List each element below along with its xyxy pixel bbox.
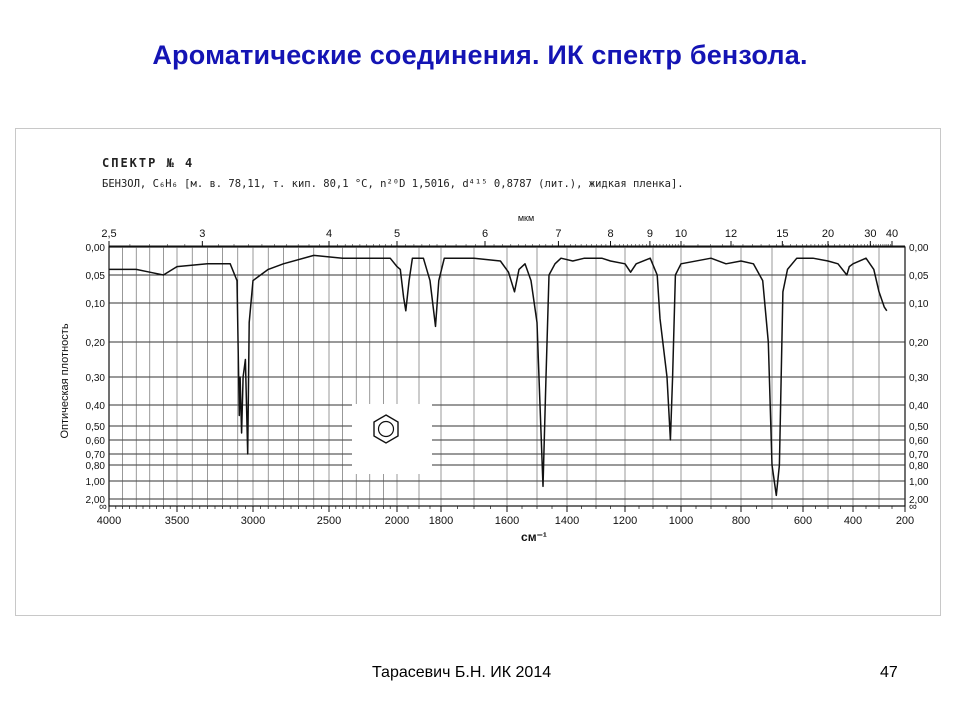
spectrum-figure: СПЕКТР № 4 БЕНЗОЛ, C₆H₆ [м. в. 78,11, т.… <box>15 128 941 616</box>
x-tick-label: 1600 <box>495 515 519 527</box>
y-tick-label-right: 0,60 <box>909 436 929 447</box>
x-tick-label: 3000 <box>241 515 265 527</box>
y-tick-label-left: 0,30 <box>86 373 106 384</box>
top-tick-label: 6 <box>482 228 488 240</box>
x-tick-label: 1000 <box>669 515 693 527</box>
top-tick-label: 9 <box>647 228 653 240</box>
series-layer <box>109 254 888 497</box>
y-tick-label-right: 0,20 <box>909 338 929 349</box>
y-tick-label-left: 2,00 <box>86 495 106 506</box>
x-tick-label: 800 <box>732 515 750 527</box>
top-tick-label: 4 <box>326 228 332 240</box>
top-tick-label: 40 <box>886 228 898 240</box>
y-tick-label-right: 0,30 <box>909 373 929 384</box>
top-tick-label: 10 <box>675 228 687 240</box>
y-tick-label-left: 0,00 <box>86 243 106 254</box>
grid-layer <box>108 246 906 507</box>
y-tick-label-right: 0,50 <box>909 422 929 433</box>
y-tick-label-left: 0,40 <box>86 401 106 412</box>
y-tick-label-right: 0,05 <box>909 271 929 282</box>
y-tick-label-left: 1,00 <box>86 477 106 488</box>
compound-description: БЕНЗОЛ, C₆H₆ [м. в. 78,11, т. кип. 80,1 … <box>102 178 684 190</box>
spectrum-line <box>109 254 888 497</box>
top-tick-label: 5 <box>394 228 400 240</box>
y-tick-label-right: 0,70 <box>909 450 929 461</box>
x-tick-label: 1800 <box>429 515 453 527</box>
top-tick-label: 20 <box>822 228 834 240</box>
x-tick-label: 2000 <box>385 515 409 527</box>
y-tick-label-right: 0,80 <box>909 461 929 472</box>
top-tick-label: 3 <box>199 228 205 240</box>
x-tick-label: 1400 <box>555 515 579 527</box>
y-tick-label-left: 0,05 <box>86 271 106 282</box>
bottom-axis-unit: см⁻¹ <box>521 530 547 544</box>
footer-author: Тарасевич Б.Н. ИК 2014 <box>372 664 552 681</box>
y-tick-label-left: 0,80 <box>86 461 106 472</box>
x-tick-label: 4000 <box>97 515 121 527</box>
y-tick-label-right: 1,00 <box>909 477 929 488</box>
top-axis-unit: мкм <box>518 213 534 223</box>
y-tick-label-right: 0,00 <box>909 243 929 254</box>
y-tick-label-left: 0,20 <box>86 338 106 349</box>
spectrum-header: СПЕКТР № 4 <box>102 156 194 170</box>
x-tick-label: 400 <box>844 515 862 527</box>
page-number: 47 <box>880 664 898 681</box>
y-tick-label-left: 0,60 <box>86 436 106 447</box>
y-axis-label: Оптическая плотность <box>59 323 71 438</box>
top-tick-label: 12 <box>725 228 737 240</box>
x-tick-label: 3500 <box>165 515 189 527</box>
top-tick-label: 7 <box>555 228 561 240</box>
top-tick-label: 15 <box>776 228 788 240</box>
tick-layer: 0,00 0,00 0,05 0,05 0,10 0,10 0,20 0,20 0,30 0,30… <box>86 228 929 527</box>
y-tick-label-left: 0,50 <box>86 422 106 433</box>
slide-title: Ароматические соединения. ИК спектр бенз… <box>152 40 808 70</box>
y-tick-label-right: 2,00 <box>909 495 929 506</box>
x-tick-label: 1200 <box>613 515 637 527</box>
top-tick-label: 30 <box>864 228 876 240</box>
top-tick-label: 2,5 <box>101 228 116 240</box>
x-tick-label: 2500 <box>317 515 341 527</box>
y-tick-label-left: 0,70 <box>86 450 106 461</box>
y-infinity-label-right: ∞ <box>909 501 917 513</box>
x-tick-label: 200 <box>896 515 914 527</box>
y-tick-label-right: 0,10 <box>909 299 929 310</box>
y-infinity-label-left: ∞ <box>99 501 107 513</box>
x-tick-label: 600 <box>794 515 812 527</box>
y-tick-label-right: 0,40 <box>909 401 929 412</box>
ir-spectrum-chart: СПЕКТР № 4 БЕНЗОЛ, C₆H₆ [м. в. 78,11, т.… <box>59 156 929 544</box>
y-tick-label-left: 0,10 <box>86 299 106 310</box>
benzene-structure <box>352 404 432 474</box>
top-tick-label: 8 <box>607 228 613 240</box>
